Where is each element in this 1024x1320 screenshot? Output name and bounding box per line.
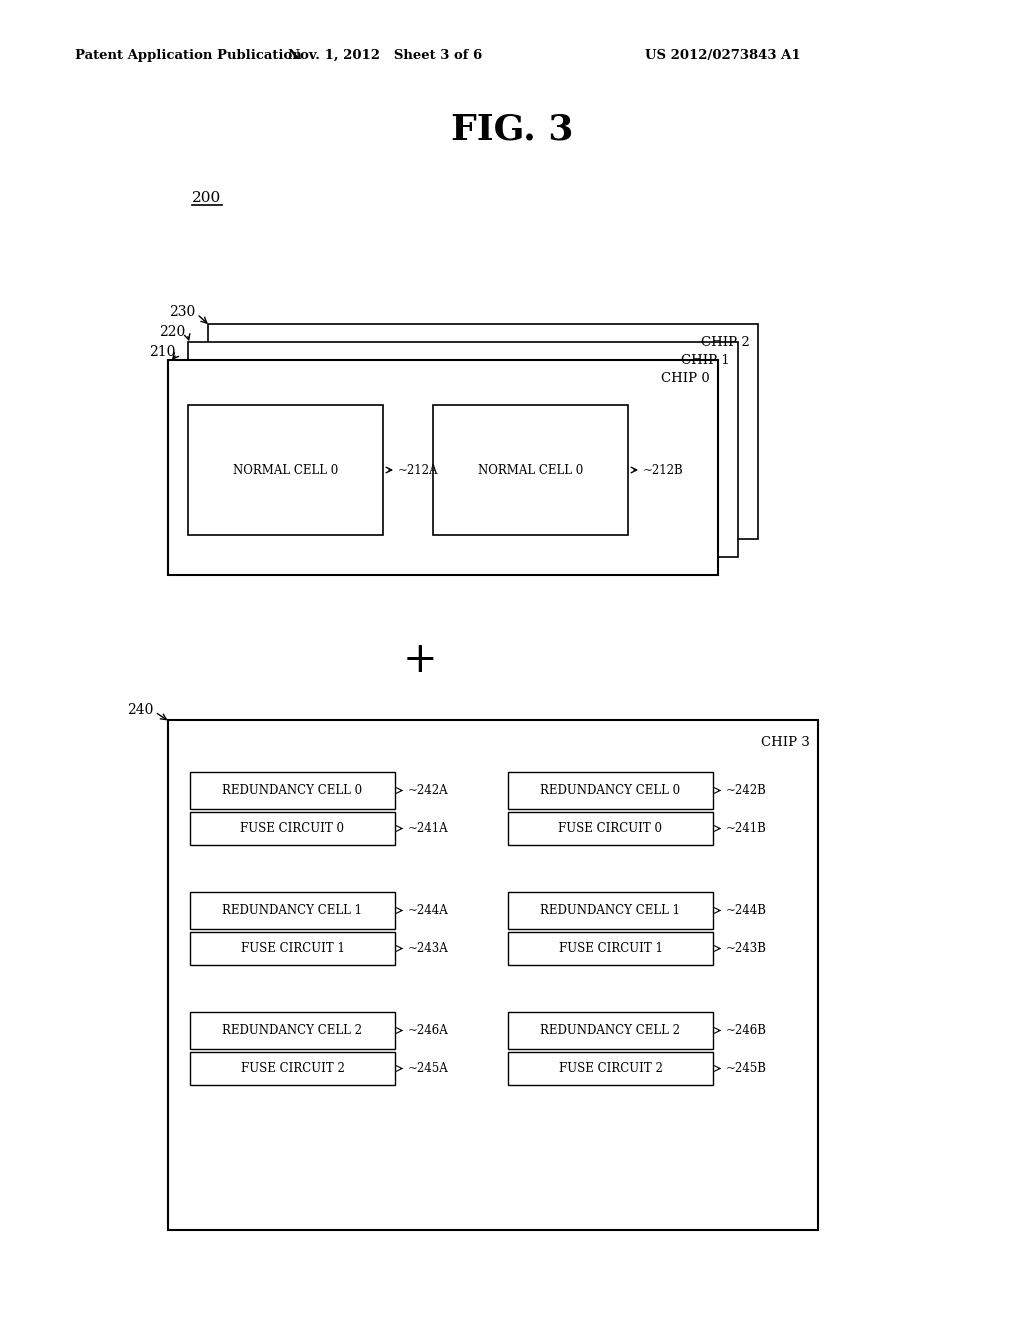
Text: ~243A: ~243A: [408, 942, 449, 954]
Text: Nov. 1, 2012   Sheet 3 of 6: Nov. 1, 2012 Sheet 3 of 6: [288, 49, 482, 62]
Text: REDUNDANCY CELL 0: REDUNDANCY CELL 0: [541, 784, 681, 797]
Bar: [190, 812, 395, 845]
Text: FUSE CIRCUIT 1: FUSE CIRCUIT 1: [241, 942, 344, 954]
Bar: [508, 772, 713, 809]
Bar: [190, 1052, 395, 1085]
Text: US 2012/0273843 A1: US 2012/0273843 A1: [645, 49, 801, 62]
Text: 200: 200: [193, 191, 221, 205]
Bar: [190, 932, 395, 965]
Text: NORMAL CELL 0: NORMAL CELL 0: [478, 463, 583, 477]
Text: REDUNDANCY CELL 1: REDUNDANCY CELL 1: [541, 904, 681, 917]
Text: REDUNDANCY CELL 0: REDUNDANCY CELL 0: [222, 784, 362, 797]
Text: ~244B: ~244B: [726, 904, 767, 917]
Text: 230: 230: [169, 305, 195, 319]
Text: NORMAL CELL 0: NORMAL CELL 0: [232, 463, 338, 477]
Text: ~246B: ~246B: [726, 1024, 767, 1038]
Text: ~245B: ~245B: [726, 1063, 767, 1074]
Text: CHIP 2: CHIP 2: [701, 335, 750, 348]
Bar: [208, 323, 758, 539]
Text: REDUNDANCY CELL 1: REDUNDANCY CELL 1: [222, 904, 362, 917]
Text: CHIP 0: CHIP 0: [662, 371, 710, 384]
Bar: [508, 932, 713, 965]
Text: FIG. 3: FIG. 3: [451, 114, 573, 147]
Bar: [168, 719, 818, 1230]
Text: ~212B: ~212B: [643, 463, 684, 477]
Text: ~246A: ~246A: [408, 1024, 449, 1038]
Text: CHIP 1: CHIP 1: [681, 354, 730, 367]
Text: REDUNDANCY CELL 2: REDUNDANCY CELL 2: [222, 1024, 362, 1038]
Bar: [190, 772, 395, 809]
Text: ~241B: ~241B: [726, 822, 767, 836]
Text: ~245A: ~245A: [408, 1063, 449, 1074]
Text: ~242A: ~242A: [408, 784, 449, 797]
Bar: [188, 405, 383, 535]
Text: 240: 240: [127, 704, 153, 717]
Bar: [508, 812, 713, 845]
Text: ~241A: ~241A: [408, 822, 449, 836]
Bar: [508, 1052, 713, 1085]
Text: 220: 220: [159, 325, 185, 339]
Bar: [190, 892, 395, 929]
Text: ~242B: ~242B: [726, 784, 767, 797]
Text: REDUNDANCY CELL 2: REDUNDANCY CELL 2: [541, 1024, 681, 1038]
Text: CHIP 3: CHIP 3: [761, 735, 810, 748]
Bar: [168, 360, 718, 576]
Bar: [433, 405, 628, 535]
Text: Patent Application Publication: Patent Application Publication: [75, 49, 302, 62]
Text: 210: 210: [148, 345, 175, 359]
Text: FUSE CIRCUIT 2: FUSE CIRCUIT 2: [241, 1063, 344, 1074]
Text: FUSE CIRCUIT 2: FUSE CIRCUIT 2: [558, 1063, 663, 1074]
Text: ~244A: ~244A: [408, 904, 449, 917]
Text: +: +: [402, 639, 437, 681]
Text: FUSE CIRCUIT 1: FUSE CIRCUIT 1: [558, 942, 663, 954]
Bar: [190, 1012, 395, 1049]
Text: FUSE CIRCUIT 0: FUSE CIRCUIT 0: [241, 822, 344, 836]
Text: FUSE CIRCUIT 0: FUSE CIRCUIT 0: [558, 822, 663, 836]
Bar: [508, 1012, 713, 1049]
Bar: [188, 342, 738, 557]
Text: ~212A: ~212A: [398, 463, 438, 477]
Text: ~243B: ~243B: [726, 942, 767, 954]
Bar: [508, 892, 713, 929]
